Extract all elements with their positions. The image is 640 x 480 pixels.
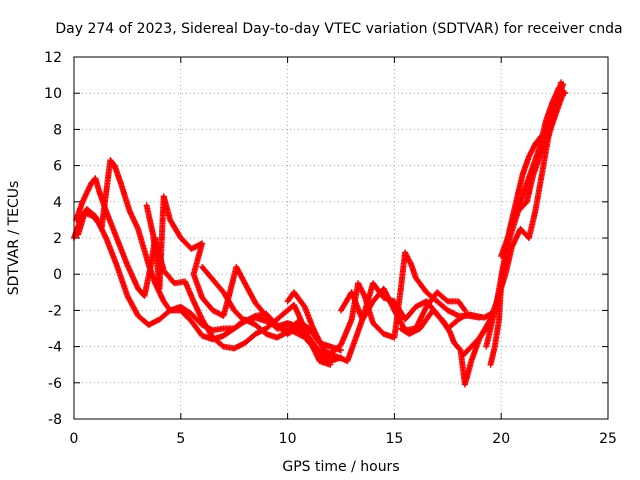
data-points [71, 79, 569, 388]
y-tick-label: 8 [53, 122, 62, 138]
y-axis-label: SDTVAR / TECUs [6, 181, 22, 296]
y-tick-label: -8 [48, 412, 62, 428]
x-axis-ticks: 0 5 10 15 20 25 [70, 57, 617, 447]
y-tick-label: -4 [48, 340, 62, 356]
data-point [460, 306, 467, 313]
x-tick-label: 25 [599, 431, 617, 447]
y-tick-label: 2 [53, 231, 62, 247]
x-axis-label: GPS time / hours [282, 459, 399, 475]
x-tick-label: 10 [279, 431, 297, 447]
y-axis-ticks: -8 -6 -4 -2 0 2 4 6 8 10 12 [44, 50, 608, 428]
x-tick-label: 15 [385, 431, 403, 447]
x-tick-label: 20 [492, 431, 510, 447]
y-tick-label: 4 [53, 195, 62, 211]
y-tick-label: -2 [48, 303, 62, 319]
y-tick-label: 0 [53, 267, 62, 283]
data-point [562, 90, 569, 97]
y-tick-label: 10 [44, 86, 62, 102]
plot-frame [73, 56, 609, 420]
chart-title: Day 274 of 2023, Sidereal Day-to-day VTE… [55, 21, 622, 37]
data-point [219, 342, 226, 349]
x-tick-label: 0 [70, 431, 79, 447]
data-point [443, 297, 450, 304]
y-tick-label: -6 [48, 376, 62, 392]
data-point [558, 79, 565, 86]
data-point [461, 307, 468, 314]
data-point [338, 347, 344, 354]
x-tick-label: 5 [176, 431, 185, 447]
y-tick-label: 6 [53, 159, 62, 175]
y-tick-label: 12 [44, 50, 62, 66]
data-point [561, 89, 568, 96]
